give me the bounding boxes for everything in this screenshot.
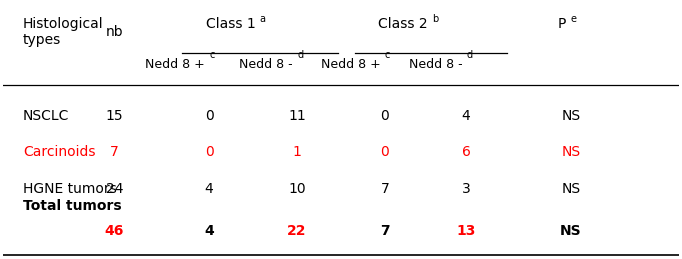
Text: 22: 22 [287, 224, 307, 238]
Text: Nedd 8 -: Nedd 8 - [409, 58, 466, 71]
Text: types: types [23, 33, 61, 47]
Text: Class 1: Class 1 [206, 17, 260, 31]
Text: nb: nb [106, 25, 123, 39]
Text: 4: 4 [204, 224, 214, 238]
Text: NS: NS [561, 109, 580, 123]
Text: 10: 10 [288, 182, 306, 196]
Text: 46: 46 [105, 224, 124, 238]
Text: 7: 7 [381, 182, 389, 196]
Text: c: c [385, 50, 390, 60]
Text: NS: NS [561, 182, 580, 196]
Text: 4: 4 [205, 182, 213, 196]
Text: Total tumors: Total tumors [23, 199, 121, 213]
Text: Nedd 8 +: Nedd 8 + [145, 58, 209, 71]
Text: 4: 4 [462, 109, 471, 123]
Text: HGNE tumors: HGNE tumors [23, 182, 117, 196]
Text: Carcinoids: Carcinoids [23, 145, 95, 159]
Text: 7: 7 [110, 145, 119, 159]
Text: NSCLC: NSCLC [23, 109, 70, 123]
Text: Nedd 8 +: Nedd 8 + [321, 58, 385, 71]
Text: P: P [559, 17, 571, 31]
Text: 15: 15 [106, 109, 123, 123]
Text: 0: 0 [381, 145, 389, 159]
Text: e: e [571, 14, 577, 24]
Text: 11: 11 [288, 109, 306, 123]
Text: 24: 24 [106, 182, 123, 196]
Text: 3: 3 [462, 182, 471, 196]
Text: NS: NS [561, 145, 580, 159]
Text: 6: 6 [462, 145, 471, 159]
Text: NS: NS [560, 224, 582, 238]
Text: Class 2: Class 2 [379, 17, 432, 31]
Text: 0: 0 [381, 109, 389, 123]
Text: c: c [209, 50, 214, 60]
Text: a: a [260, 14, 266, 24]
Text: Nedd 8 -: Nedd 8 - [239, 58, 297, 71]
Text: 1: 1 [293, 145, 301, 159]
Text: d: d [466, 50, 472, 60]
Text: Histological: Histological [23, 17, 104, 31]
Text: b: b [432, 14, 439, 24]
Text: 13: 13 [456, 224, 476, 238]
Text: d: d [297, 50, 303, 60]
Text: 7: 7 [380, 224, 390, 238]
Text: 0: 0 [205, 145, 213, 159]
Text: 0: 0 [205, 109, 213, 123]
